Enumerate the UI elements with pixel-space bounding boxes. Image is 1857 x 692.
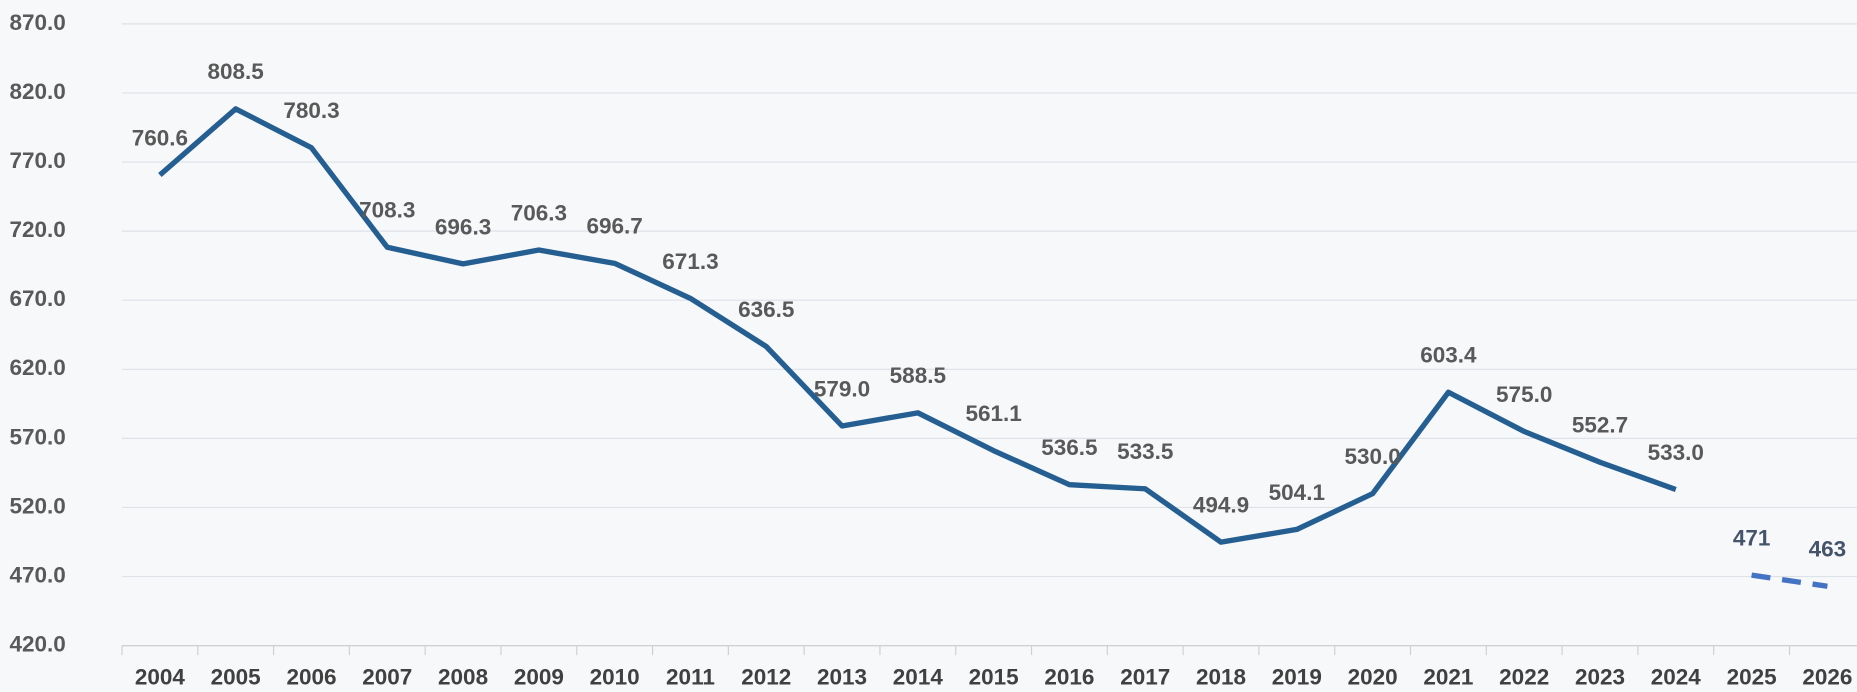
x-tick-label: 2019 xyxy=(1272,665,1322,690)
x-tick-label: 2008 xyxy=(438,665,488,690)
data-label: 696.7 xyxy=(587,214,643,239)
data-label: 530.0 xyxy=(1344,444,1400,469)
data-label: 533.5 xyxy=(1117,439,1173,464)
data-label: 552.7 xyxy=(1572,413,1628,438)
x-tick-label: 2018 xyxy=(1196,665,1246,690)
data-label: 579.0 xyxy=(814,376,870,401)
data-label: 671.3 xyxy=(662,249,718,274)
x-tick-label: 2004 xyxy=(135,665,186,690)
x-tick-label: 2013 xyxy=(817,665,867,690)
data-label: 494.9 xyxy=(1193,493,1249,518)
y-tick-label: 670.0 xyxy=(9,286,65,311)
x-tick-label: 2010 xyxy=(590,665,640,690)
x-tick-label: 2024 xyxy=(1651,665,1702,690)
y-tick-label: 620.0 xyxy=(9,355,65,380)
x-tick-label: 2025 xyxy=(1727,665,1777,690)
data-label: 808.5 xyxy=(208,59,264,84)
x-tick-label: 2020 xyxy=(1348,665,1398,690)
data-label: 504.1 xyxy=(1269,480,1325,505)
x-tick-label: 2007 xyxy=(362,665,412,690)
y-tick-label: 470.0 xyxy=(9,562,65,587)
y-tick-label: 420.0 xyxy=(9,632,65,657)
series-line xyxy=(1751,572,1828,589)
data-label: 588.5 xyxy=(890,363,946,388)
y-tick-label: 870.0 xyxy=(9,10,65,35)
data-label: 533.0 xyxy=(1648,440,1704,465)
data-label: 536.5 xyxy=(1041,435,1097,460)
data-label: 603.4 xyxy=(1420,343,1477,368)
data-label: 636.5 xyxy=(738,297,794,322)
x-tick-label: 2026 xyxy=(1802,665,1852,690)
x-tick-label: 2022 xyxy=(1499,665,1549,690)
data-label: 780.3 xyxy=(283,98,339,123)
y-tick-label: 770.0 xyxy=(9,148,65,173)
data-label: 463 xyxy=(1809,537,1847,562)
data-label: 575.0 xyxy=(1496,382,1552,407)
data-label: 706.3 xyxy=(511,200,567,225)
x-tick-label: 2006 xyxy=(286,665,336,690)
x-tick-label: 2021 xyxy=(1423,665,1473,690)
x-tick-label: 2017 xyxy=(1120,665,1170,690)
x-tick-label: 2011 xyxy=(666,665,715,690)
y-tick-label: 820.0 xyxy=(9,79,65,104)
data-label: 471 xyxy=(1733,526,1771,551)
x-tick-label: 2016 xyxy=(1044,665,1094,690)
x-tick-label: 2005 xyxy=(211,665,261,690)
y-tick-label: 570.0 xyxy=(9,424,65,449)
x-tick-label: 2014 xyxy=(893,665,944,690)
y-tick-label: 520.0 xyxy=(9,493,65,518)
data-label: 696.3 xyxy=(435,214,491,239)
x-tick-label: 2012 xyxy=(741,665,791,690)
series-line xyxy=(158,106,1677,545)
x-tick-label: 2015 xyxy=(969,665,1019,690)
data-label: 708.3 xyxy=(359,198,415,223)
data-label: 760.6 xyxy=(132,125,188,150)
data-label: 561.1 xyxy=(965,401,1021,426)
x-tick-label: 2009 xyxy=(514,665,564,690)
y-tick-label: 720.0 xyxy=(9,217,65,242)
x-tick-label: 2023 xyxy=(1575,665,1625,690)
